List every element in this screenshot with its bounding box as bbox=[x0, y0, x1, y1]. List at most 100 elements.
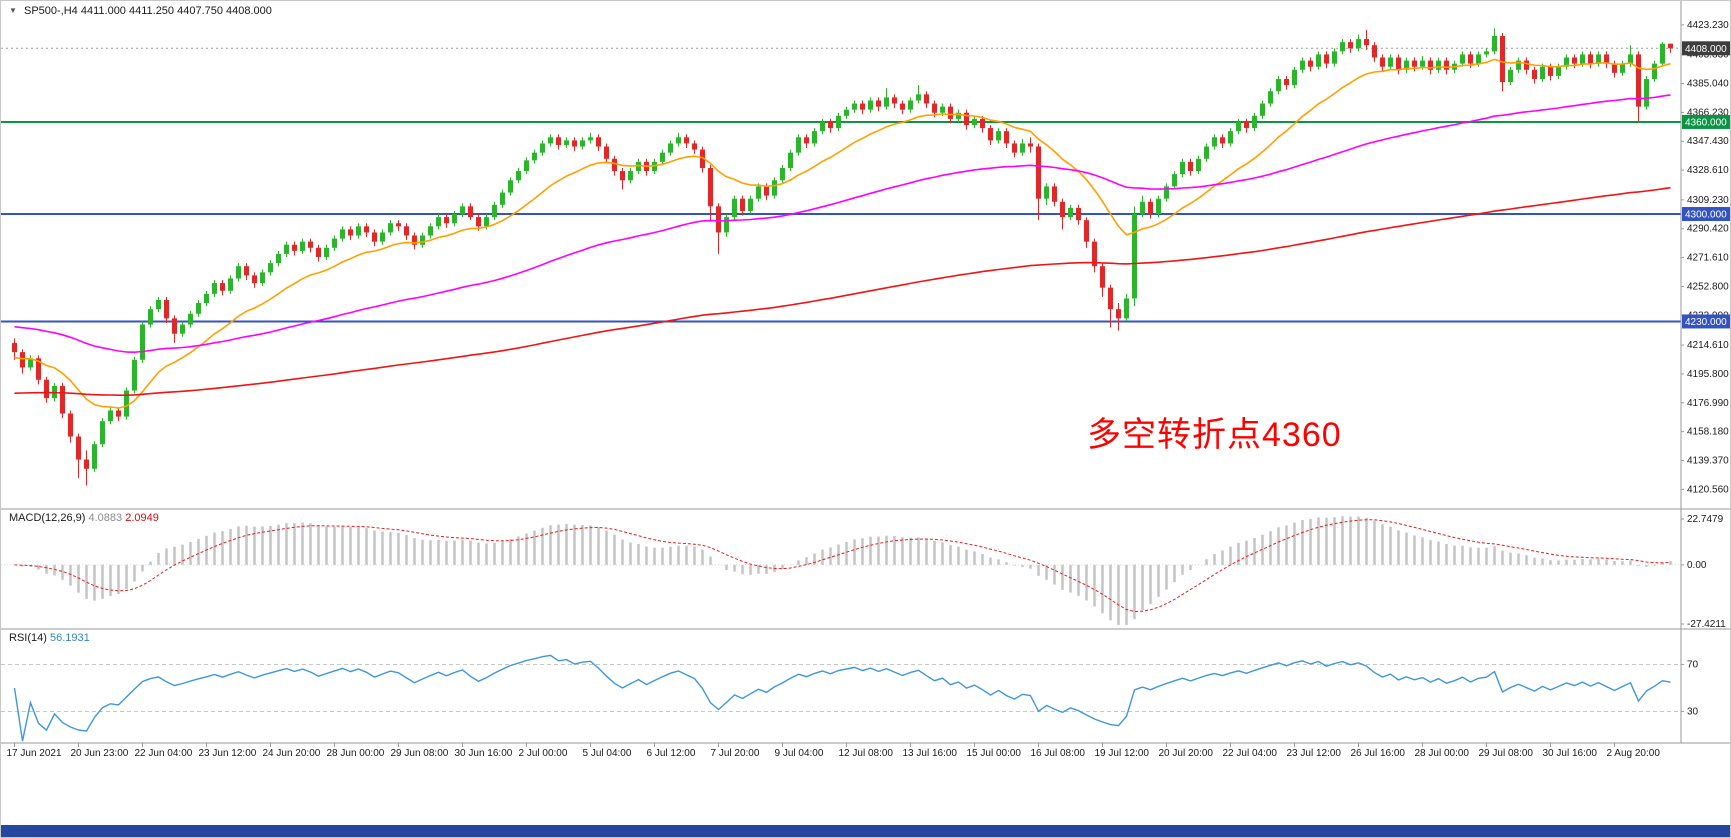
candle-body bbox=[1204, 146, 1209, 159]
candle-body bbox=[1196, 158, 1201, 172]
candle-body bbox=[1644, 78, 1649, 107]
candle-body bbox=[932, 103, 937, 113]
time-axis-label: 15 Jul 00:00 bbox=[967, 748, 1022, 759]
candle-body bbox=[1460, 54, 1465, 64]
candle-body bbox=[1188, 161, 1193, 172]
candle-body bbox=[196, 303, 201, 314]
candle-body bbox=[300, 241, 305, 251]
rsi-indicator-label: RSI(14) 56.1931 bbox=[9, 632, 90, 644]
price-axis-label: 4309.230 bbox=[1687, 195, 1729, 206]
candle-body bbox=[964, 112, 969, 126]
price-axis-label: 4290.420 bbox=[1687, 224, 1729, 235]
candle-body bbox=[212, 283, 217, 294]
candle-body bbox=[1404, 60, 1409, 70]
candle-body bbox=[836, 115, 841, 129]
candle-body bbox=[60, 385, 65, 414]
price-axis-label: 4176.990 bbox=[1687, 398, 1729, 409]
candle-body bbox=[956, 112, 961, 119]
candle-body bbox=[1276, 78, 1281, 92]
candle-body bbox=[372, 232, 377, 242]
candle-body bbox=[1444, 60, 1449, 70]
price-axis-label: 4139.370 bbox=[1687, 456, 1729, 467]
candle-body bbox=[1508, 69, 1513, 83]
candle-body bbox=[820, 121, 825, 132]
price-axis-label: 4328.610 bbox=[1687, 165, 1729, 176]
candle-body bbox=[1532, 69, 1537, 79]
candle-body bbox=[1308, 60, 1313, 67]
price-axis-label: 4252.800 bbox=[1687, 281, 1729, 292]
candle-body bbox=[1340, 42, 1345, 52]
candle-body bbox=[692, 143, 697, 150]
time-axis-label: 6 Jul 12:00 bbox=[647, 748, 696, 759]
time-axis-label: 30 Jun 16:00 bbox=[455, 748, 513, 759]
candle-body bbox=[620, 171, 625, 181]
rsi-axis-label: 70 bbox=[1687, 659, 1699, 670]
candle-body bbox=[1380, 57, 1385, 67]
candle-body bbox=[1604, 54, 1609, 64]
candle-body bbox=[876, 100, 881, 107]
candle-body bbox=[1596, 54, 1601, 64]
candle-body bbox=[172, 318, 177, 334]
candle-body bbox=[940, 106, 945, 113]
symbol-dropdown-icon[interactable]: ▼ bbox=[9, 6, 17, 15]
candle-body bbox=[772, 180, 777, 196]
macd-panel-plot-area[interactable] bbox=[1, 509, 1681, 629]
candle-body bbox=[764, 186, 769, 196]
candle-body bbox=[732, 198, 737, 218]
time-axis-label: 30 Jul 16:00 bbox=[1543, 748, 1598, 759]
candle-body bbox=[468, 206, 473, 218]
candle-body bbox=[108, 410, 113, 422]
candle-body bbox=[1540, 66, 1545, 79]
candle-body bbox=[508, 180, 513, 193]
price-axis-label: 4158.180 bbox=[1687, 427, 1729, 438]
candle-body bbox=[684, 137, 689, 144]
candle-body bbox=[476, 217, 481, 227]
candle-body bbox=[1212, 137, 1217, 147]
candle-body bbox=[1492, 36, 1497, 52]
candle-body bbox=[1468, 54, 1473, 64]
candle-body bbox=[1524, 60, 1529, 70]
taskbar-strip bbox=[1, 825, 1730, 837]
level-price-tag-text: 4300.000 bbox=[1685, 210, 1727, 221]
rsi-panel-plot-area[interactable] bbox=[1, 629, 1681, 743]
candle-body bbox=[1156, 198, 1161, 215]
candle-body bbox=[892, 97, 897, 104]
time-axis-label: 29 Jul 08:00 bbox=[1479, 748, 1534, 759]
chart-header: ▼ SP500-,H4 4411.000 4411.250 4407.750 4… bbox=[9, 5, 272, 17]
time-axis-label: 12 Jul 08:00 bbox=[839, 748, 894, 759]
candle-body bbox=[1012, 143, 1017, 153]
candle-body bbox=[412, 235, 417, 245]
time-axis-label: 2 Aug 20:00 bbox=[1607, 748, 1661, 759]
candle-body bbox=[324, 247, 329, 257]
macd-main-value: 4.0883 bbox=[88, 512, 123, 524]
main-chart-plot-area[interactable] bbox=[1, 1, 1681, 509]
macd-axis-label: -27.4211 bbox=[1687, 619, 1726, 630]
candle-body bbox=[260, 272, 265, 284]
time-axis-label: 20 Jul 20:00 bbox=[1159, 748, 1214, 759]
candle-body bbox=[1668, 43, 1673, 49]
candle-body bbox=[396, 223, 401, 227]
candle-body bbox=[668, 143, 673, 153]
candle-body bbox=[860, 103, 865, 110]
candle-body bbox=[1020, 143, 1025, 153]
candle-body bbox=[140, 324, 145, 360]
candle-body bbox=[1316, 54, 1321, 67]
time-axis-strip[interactable] bbox=[1, 743, 1731, 765]
candle-body bbox=[532, 152, 537, 161]
candle-body bbox=[852, 103, 857, 110]
candle-body bbox=[204, 293, 209, 304]
time-axis-label: 5 Jul 04:00 bbox=[583, 748, 632, 759]
candle-body bbox=[676, 137, 681, 144]
candle-body bbox=[868, 100, 873, 110]
candle-body bbox=[340, 229, 345, 239]
chart-text-annotation[interactable]: 多空转折点4360 bbox=[1087, 416, 1342, 454]
candle-body bbox=[276, 253, 281, 264]
symbol-timeframe-label: SP500-,H4 bbox=[23, 5, 78, 17]
macd-axis-label: 0.00 bbox=[1687, 560, 1707, 571]
candle-body bbox=[1092, 241, 1097, 267]
candle-body bbox=[1372, 45, 1377, 58]
candle-body bbox=[220, 283, 225, 291]
candle-body bbox=[948, 106, 953, 119]
candle-body bbox=[44, 379, 49, 399]
